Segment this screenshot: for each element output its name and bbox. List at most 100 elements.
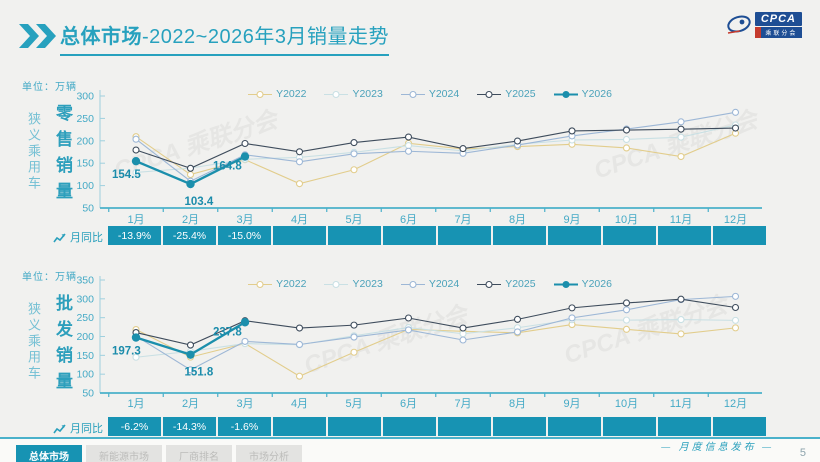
- mom-cell: [383, 226, 436, 245]
- mom-cell: [548, 226, 601, 245]
- svg-text:12月: 12月: [724, 214, 747, 226]
- mom-cell: [713, 226, 766, 245]
- svg-text:250: 250: [76, 113, 94, 125]
- mom-cell: [438, 417, 491, 436]
- mom-cell: -25.4%: [163, 226, 216, 245]
- legend-wholesale: Y2022 Y2023 Y2024 Y2025 Y2026: [100, 278, 760, 290]
- mom-cell: [603, 417, 656, 436]
- svg-text:150: 150: [76, 350, 94, 362]
- legend-item-y2022: Y2022: [248, 278, 306, 290]
- svg-text:9月: 9月: [563, 398, 580, 410]
- legend-marker-icon: [477, 280, 502, 288]
- mom-cell: [273, 417, 326, 436]
- category-label-wholesale: 狭义乘用车: [26, 302, 41, 382]
- svg-text:50: 50: [82, 388, 94, 400]
- legend-item-y2024: Y2024: [400, 278, 459, 290]
- cpca-logo: CPCA 乘联分会: [726, 12, 802, 38]
- svg-text:12月: 12月: [724, 398, 747, 410]
- svg-text:1月: 1月: [127, 214, 144, 226]
- page-title-strong: 总体市场: [60, 26, 142, 48]
- svg-text:6月: 6月: [400, 398, 417, 410]
- svg-text:2月: 2月: [182, 398, 199, 410]
- mom-cell: -1.6%: [218, 417, 271, 436]
- page-title-rest: -2022~2026年3月销量走势: [142, 26, 389, 48]
- svg-text:2月: 2月: [182, 214, 199, 226]
- mom-row-retail: -13.9% -25.4% -15.0%: [108, 226, 766, 245]
- mom-cell: [713, 417, 766, 436]
- svg-text:10月: 10月: [615, 214, 638, 226]
- svg-text:300: 300: [76, 293, 94, 305]
- point-label: 237.8: [213, 326, 242, 338]
- metric-label-retail: 零售销量: [53, 104, 72, 208]
- legend-item-y2025: Y2025: [477, 88, 536, 100]
- category-label-retail: 狭义乘用车: [26, 112, 41, 192]
- svg-text:200: 200: [76, 331, 94, 343]
- svg-text:7月: 7月: [454, 214, 471, 226]
- point-label: 151.8: [185, 367, 214, 379]
- mom-row-wholesale: -6.2% -14.3% -1.6%: [108, 417, 766, 436]
- legend-retail: Y2022 Y2023 Y2024 Y2025 Y2026: [100, 88, 760, 100]
- point-label: 164.8: [213, 161, 242, 173]
- tab-market-analysis[interactable]: 市场分析: [236, 445, 302, 462]
- svg-text:3月: 3月: [236, 214, 253, 226]
- mom-label-text: 月同比: [70, 423, 103, 435]
- legend-item-y2023: Y2023: [324, 278, 383, 290]
- legend-marker-icon: [553, 90, 578, 98]
- retail-trend-chart: 300 250 200 150 100 50 1月 2月 3月 4月 5月 6月 7月 8月 9月 10月 11…: [76, 90, 762, 226]
- legend-item-y2024: Y2024: [400, 88, 459, 100]
- trend-icon: [53, 423, 66, 433]
- trend-icon: [53, 232, 66, 242]
- svg-text:6月: 6月: [400, 214, 417, 226]
- mom-label-text: 月同比: [70, 232, 103, 244]
- cpca-logo-text: CPCA: [754, 12, 802, 26]
- page-number: 5: [799, 447, 806, 459]
- mom-cell: -13.9%: [108, 226, 161, 245]
- point-label: 103.4: [185, 196, 214, 208]
- mom-cell: [328, 417, 381, 436]
- svg-text:100: 100: [76, 369, 94, 381]
- mom-cell: -15.0%: [218, 226, 271, 245]
- svg-text:4月: 4月: [291, 398, 308, 410]
- svg-text:8月: 8月: [509, 214, 526, 226]
- legend-marker-icon: [324, 280, 349, 288]
- double-chevron-icon: [18, 24, 56, 53]
- legend-label: Y2023: [352, 278, 383, 290]
- tab-nev-market[interactable]: 新能源市场: [86, 445, 162, 462]
- svg-text:1月: 1月: [127, 398, 144, 410]
- tab-oem-ranking[interactable]: 厂商排名: [166, 445, 232, 462]
- metric-label-wholesale: 批发销量: [53, 294, 72, 398]
- legend-marker-icon: [248, 90, 273, 98]
- mom-label-retail: 月同比: [53, 229, 103, 245]
- svg-text:100: 100: [76, 180, 94, 192]
- svg-text:3月: 3月: [236, 398, 253, 410]
- unit-label-retail: 单位：万辆: [22, 82, 77, 93]
- svg-text:7月: 7月: [454, 398, 471, 410]
- svg-text:150: 150: [76, 158, 94, 170]
- svg-text:11月: 11月: [670, 398, 692, 410]
- legend-marker-icon: [477, 90, 502, 98]
- legend-label: Y2022: [276, 278, 307, 290]
- footer-divider: [0, 437, 820, 439]
- tab-overall-market[interactable]: 总体市场: [16, 445, 82, 462]
- mom-cell: [273, 226, 326, 245]
- legend-label: Y2023: [352, 88, 383, 100]
- svg-text:300: 300: [76, 91, 94, 103]
- mom-cell: [383, 417, 436, 436]
- mom-cell: [603, 226, 656, 245]
- mom-cell: [658, 226, 711, 245]
- legend-marker-icon: [324, 90, 349, 98]
- cpca-logo-subtext: 乘联分会: [754, 27, 802, 38]
- mom-cell: -6.2%: [108, 417, 161, 436]
- svg-text:350: 350: [76, 276, 94, 287]
- legend-item-y2026: Y2026: [553, 278, 612, 290]
- svg-text:9月: 9月: [563, 214, 580, 226]
- svg-text:10月: 10月: [615, 398, 638, 410]
- footer-release-label: — 月度信息发布 —: [661, 442, 774, 453]
- legend-label: Y2025: [505, 278, 536, 290]
- svg-text:50: 50: [82, 203, 94, 215]
- legend-item-y2026: Y2026: [553, 88, 612, 100]
- svg-text:5月: 5月: [345, 214, 362, 226]
- legend-label: Y2025: [505, 88, 536, 100]
- legend-marker-icon: [248, 280, 273, 288]
